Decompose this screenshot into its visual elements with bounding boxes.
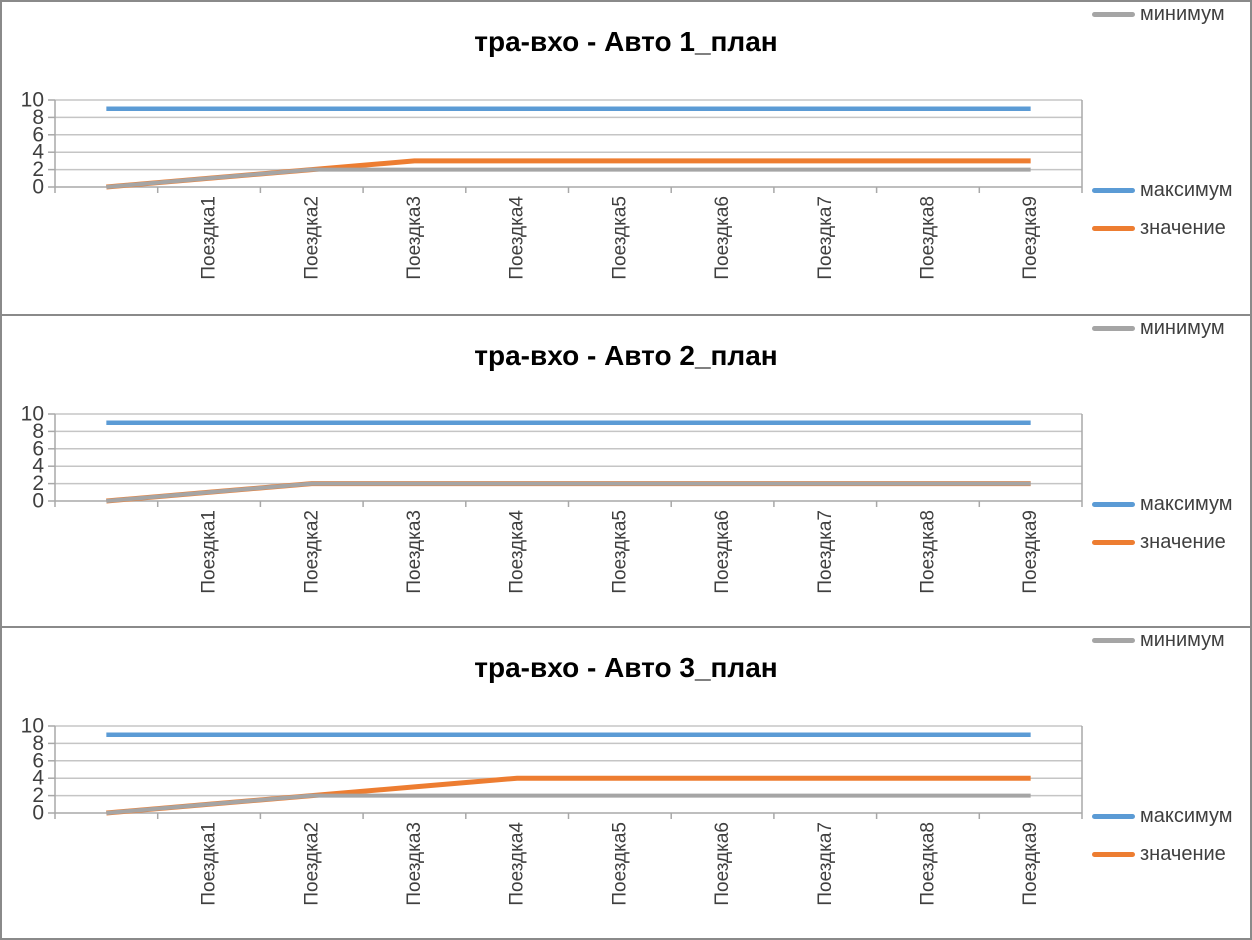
x-axis-label: Поездка4 — [507, 510, 528, 594]
x-axis-label: Поездка6 — [712, 510, 733, 594]
legend-label-minimum: минимум — [1140, 316, 1225, 339]
y-axis-label: 10 — [21, 89, 44, 112]
legend-label-value: значение — [1140, 530, 1226, 553]
legend-item-value: значение — [1092, 842, 1226, 866]
y-axis-label: 0 — [32, 490, 44, 513]
x-axis-label: Поездка7 — [815, 196, 836, 280]
legend-item-minimum: минимум — [1092, 628, 1225, 652]
legend-label-maximum: максимум — [1140, 492, 1233, 515]
x-axis-label: Поездка9 — [1020, 510, 1041, 594]
chart-title-2: тра-вхо - Авто 2_план — [474, 340, 778, 371]
legend-swatch-minimum — [1092, 11, 1135, 17]
x-axis-label: Поездка3 — [404, 822, 425, 906]
legend-label-maximum: максимум — [1140, 804, 1233, 827]
x-axis-label: Поездка4 — [507, 196, 528, 280]
legend-label-value: значение — [1140, 216, 1226, 239]
legend-label-maximum: максимум — [1140, 178, 1233, 201]
y-axis-label: 2 — [32, 472, 44, 495]
y-axis-label: 4 — [32, 141, 44, 164]
legend-swatch-minimum — [1092, 637, 1135, 643]
y-axis-label: 10 — [21, 403, 44, 426]
legend-item-maximum: максимум — [1092, 804, 1233, 828]
x-axis-label: Поездка2 — [301, 510, 322, 594]
legend-item-value: значение — [1092, 216, 1226, 240]
y-axis-label: 0 — [32, 176, 44, 199]
y-axis-label: 4 — [32, 767, 44, 790]
x-axis-label: Поездка5 — [609, 196, 630, 280]
legend-item-minimum: минимум — [1092, 316, 1225, 340]
x-axis-label: Поездка8 — [917, 822, 938, 906]
x-axis-label: Поездка6 — [712, 196, 733, 280]
chart-title-3: тра-вхо - Авто 3_план — [474, 652, 778, 683]
x-axis-label: Поездка5 — [609, 510, 630, 594]
legend-swatch-value — [1092, 851, 1135, 857]
series-line-1 — [106, 481, 1031, 504]
legend-swatch-value — [1092, 539, 1135, 545]
chart-title-1: тра-вхо - Авто 1_план — [474, 26, 778, 57]
legend-label-minimum: минимум — [1140, 628, 1225, 651]
y-axis-label: 2 — [32, 158, 44, 181]
x-axis-label: Поездка2 — [301, 822, 322, 906]
x-axis-label: Поездка6 — [712, 822, 733, 906]
x-axis-label: Поездка4 — [507, 822, 528, 906]
legend-swatch-maximum — [1092, 501, 1135, 507]
legend-item-minimum: минимум — [1092, 2, 1225, 26]
x-axis-label: Поездка1 — [199, 822, 220, 906]
x-axis-label: Поездка9 — [1020, 196, 1041, 280]
y-axis-label: 0 — [32, 802, 44, 825]
x-axis-label: Поездка9 — [1020, 822, 1041, 906]
y-axis-label: 4 — [32, 455, 44, 478]
x-axis-label: Поездка8 — [917, 510, 938, 594]
y-axis-label: 2 — [32, 784, 44, 807]
chart-panel-3: 10 8 6 4 2 0 Поездка1 Поездка2 Поездка3 Поездка4 П… — [2, 626, 1250, 938]
legend-item-maximum: максимум — [1092, 178, 1233, 202]
x-axis-label: Поездка7 — [815, 510, 836, 594]
series-line-2 — [106, 481, 1031, 503]
legend-label-value: значение — [1140, 842, 1226, 865]
legend-item-maximum: максимум — [1092, 492, 1233, 516]
y-axis-label: 8 — [32, 732, 44, 755]
x-axis-label: Поездка3 — [404, 196, 425, 280]
legend-item-value: значение — [1092, 530, 1226, 554]
x-axis-label: Поездка3 — [404, 510, 425, 594]
y-axis-label: 6 — [32, 437, 44, 460]
x-axis-label: Поездка2 — [301, 196, 322, 280]
y-axis-label: 6 — [32, 123, 44, 146]
x-axis-label: Поездка1 — [199, 196, 220, 280]
chart-panel-2: 10 8 6 4 2 0 Поездка1 Поездка2 Поездка3 Поездка4 П… — [2, 314, 1250, 626]
y-axis-label: 8 — [32, 106, 44, 129]
legend-label-minimum: минимум — [1140, 2, 1225, 25]
y-axis-label: 6 — [32, 749, 44, 772]
chart-panel-1: 10 8 6 4 2 0 Поездка1 Поездка2 Поездка3 Поездка4 П… — [2, 2, 1250, 314]
series-line-2 — [106, 793, 1031, 815]
x-axis-label: Поездка8 — [917, 196, 938, 280]
legend-swatch-maximum — [1092, 813, 1135, 819]
y-axis-label: 8 — [32, 420, 44, 443]
legend-swatch-minimum — [1092, 325, 1135, 331]
x-axis-label: Поездка7 — [815, 822, 836, 906]
series-line-2 — [106, 167, 1031, 189]
legend-swatch-value — [1092, 225, 1135, 231]
x-axis-label: Поездка5 — [609, 822, 630, 906]
legend-swatch-maximum — [1092, 187, 1135, 193]
y-axis-label: 10 — [21, 715, 44, 738]
x-axis-label: Поездка1 — [199, 510, 220, 594]
